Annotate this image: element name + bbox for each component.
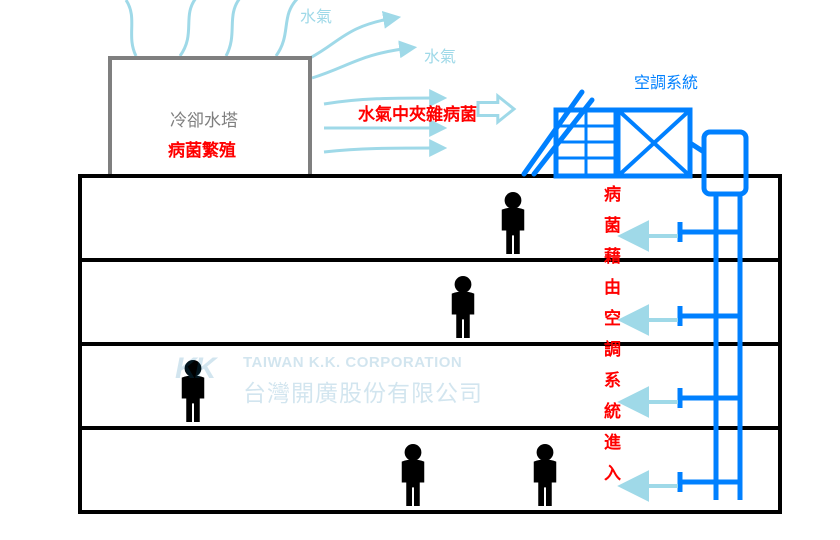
label: 病 [604,184,621,204]
label: 病菌繁殖 [168,140,236,160]
steam-curve [126,0,136,56]
steam-curve [324,148,440,152]
label: 入 [604,464,621,483]
watermark-logo: KK [175,352,237,402]
label: 空 [604,308,621,328]
steam-curve [324,98,440,104]
watermark-en: TAIWAN K.K. CORPORATION [243,354,462,371]
steam-curve [180,0,196,56]
hvac-diagram: 冷卻水塔病菌繁殖水氣中夾雜病菌水氣水氣空調系統病菌藉由空調系統進入 [0,0,840,540]
steam-curve [312,48,410,78]
steam-curve [226,0,240,56]
block-arrow [478,96,514,122]
label: 藉 [603,247,621,266]
person-icon [402,444,425,506]
label: 統 [604,401,621,421]
label: 水氣 [424,48,456,66]
label: 水氣 [300,8,332,26]
watermark: KK TAIWAN K.K. CORPORATION 台灣開廣股份有限公司 [175,352,605,402]
person-icon [534,444,557,506]
label: 系 [604,371,621,390]
label: 水氣中夾雜病菌 [358,104,477,124]
person-icon [502,192,525,254]
label: 空調系統 [634,74,698,92]
label: 由 [604,277,621,297]
label: 菌 [604,216,621,235]
label: 冷卻水塔 [170,111,238,130]
watermark-zh: 台灣開廣股份有限公司 [243,374,483,408]
steam-curve [276,0,298,56]
label: 調 [604,339,621,359]
ac-unit [704,132,746,194]
label: 進 [604,433,621,452]
person-icon [452,276,475,338]
